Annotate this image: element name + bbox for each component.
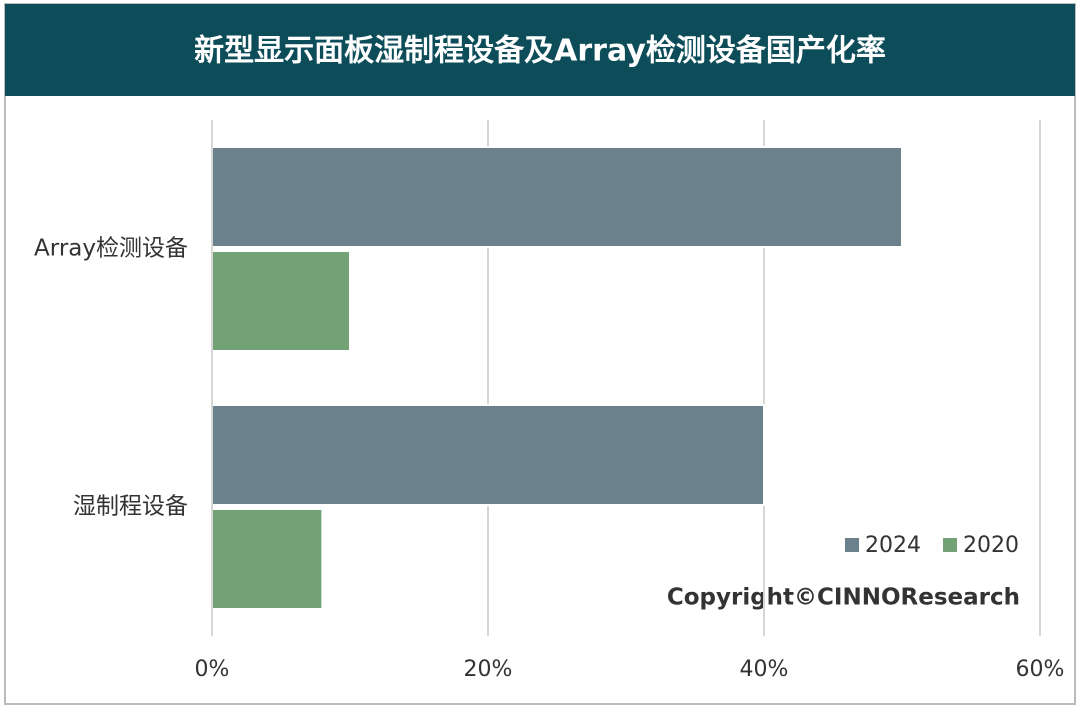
copyright: Copyright©CINNOResearch: [667, 585, 1020, 611]
y-tick-label: 湿制程设备: [73, 494, 188, 520]
x-tick-label: 60%: [1016, 657, 1065, 682]
x-tick-label: 20%: [464, 657, 513, 682]
bar: [211, 404, 765, 506]
chart-title: 新型显示面板湿制程设备及Array检测设备国产化率: [194, 34, 886, 69]
legend-swatch: [845, 538, 859, 552]
x-tick-label: 40%: [740, 657, 789, 682]
y-tick-label: Array检测设备: [34, 236, 188, 262]
x-tick-label: 0%: [195, 657, 230, 682]
bar: [211, 146, 903, 248]
bar: [211, 250, 351, 352]
title-banner: [5, 4, 1075, 96]
frame: [4, 3, 1076, 705]
legend-swatch: [943, 538, 957, 552]
legend-label: 2020: [963, 533, 1019, 558]
bar: [211, 508, 324, 610]
legend-label: 2024: [865, 533, 921, 558]
